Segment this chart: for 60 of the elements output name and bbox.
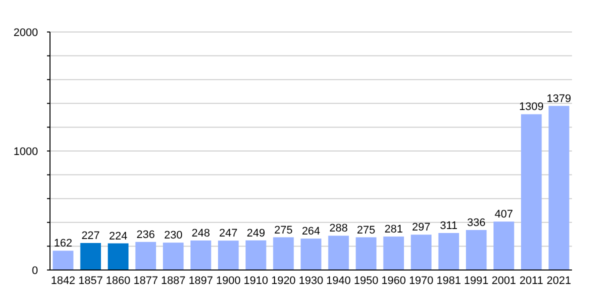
bar [548, 106, 570, 270]
bar [218, 240, 239, 270]
data-label: 230 [164, 230, 182, 242]
data-label: 1309 [519, 101, 544, 114]
x-tick-label: 1887 [161, 275, 186, 287]
data-label: 264 [302, 226, 320, 238]
x-tick-label: 1900 [216, 275, 241, 287]
bar [438, 232, 460, 270]
data-label: 249 [246, 227, 266, 240]
y-tick-label: 0 [32, 264, 38, 277]
bar [466, 230, 487, 270]
bar [273, 237, 294, 270]
x-tick-label: 1857 [78, 275, 103, 287]
bar [108, 243, 129, 270]
x-tick-label: 1910 [244, 275, 268, 287]
bar [410, 234, 432, 270]
bar [300, 238, 322, 270]
x-tick-label: 1960 [381, 275, 406, 287]
bar [493, 222, 514, 270]
data-label: 311 [440, 220, 458, 232]
bar [383, 236, 404, 270]
bar [190, 240, 212, 270]
bar [135, 242, 156, 270]
x-tick-label: 1842 [50, 275, 76, 287]
x-tick-label: 1920 [271, 275, 296, 287]
data-label: 227 [81, 230, 100, 242]
bar [328, 236, 349, 270]
bar [162, 242, 184, 270]
data-label: 275 [274, 224, 293, 236]
data-label: 248 [192, 227, 210, 240]
x-tick-label: 2021 [546, 275, 572, 287]
x-tick-label: 1877 [133, 275, 158, 287]
x-tick-label: 1991 [464, 275, 489, 287]
y-tick-label: 2000 [14, 26, 38, 39]
bar [80, 242, 101, 270]
data-label: 247 [219, 228, 238, 240]
bar [246, 240, 266, 270]
data-label: 336 [467, 217, 486, 230]
x-tick-label: 2011 [520, 275, 544, 287]
data-label: 281 [384, 224, 403, 236]
y-tick-label: 1000 [14, 146, 38, 158]
data-label: 275 [356, 224, 376, 236]
data-label: 1379 [546, 92, 572, 105]
data-label: 297 [412, 222, 430, 234]
data-label: 162 [54, 238, 72, 250]
data-label: 236 [136, 228, 155, 241]
x-tick-label: 1940 [326, 275, 351, 287]
x-tick-label: 1970 [408, 275, 434, 287]
x-tick-label: 1950 [354, 275, 378, 287]
x-tick-label: 1930 [298, 275, 324, 287]
data-label: 407 [494, 208, 514, 221]
bar [356, 237, 376, 270]
bar [521, 114, 542, 270]
data-label: 224 [108, 230, 128, 242]
x-tick-label: 1981 [436, 275, 461, 287]
data-label: 288 [329, 222, 348, 235]
x-tick-label: 1860 [106, 275, 130, 287]
bar [52, 250, 74, 270]
x-tick-label: 1897 [188, 275, 214, 287]
x-tick-label: 2001 [492, 275, 516, 287]
